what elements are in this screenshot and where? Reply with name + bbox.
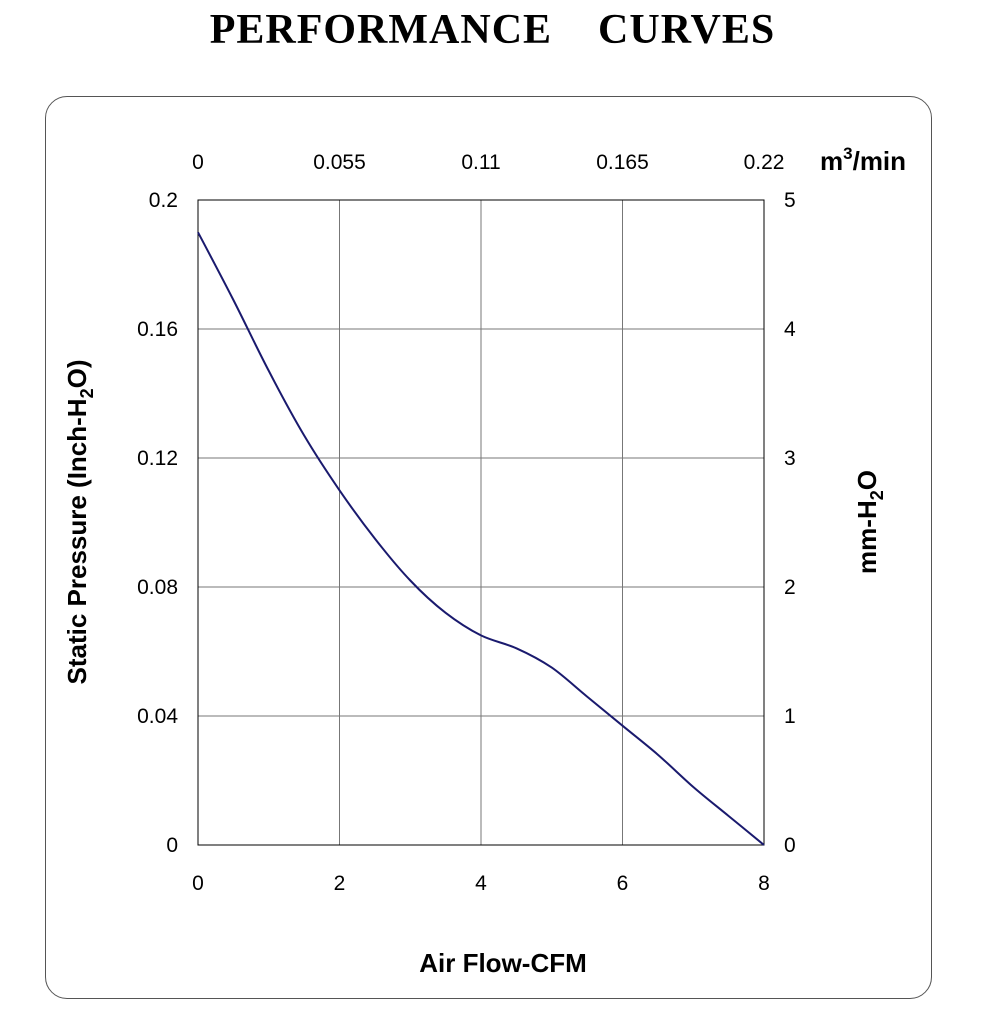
top-x-tick-label: 0.11 bbox=[461, 151, 500, 174]
right-y-tick-label: 2 bbox=[784, 576, 796, 599]
top-axis-unit-label: m3/min bbox=[820, 144, 906, 176]
x-axis-label: Air Flow-CFM bbox=[419, 948, 587, 978]
page-title: PERFORMANCE CURVES bbox=[209, 7, 776, 53]
top-unit-base: m bbox=[820, 146, 843, 176]
pressure-curve bbox=[197, 231, 765, 846]
y-label-part-1: Static Pressure (Inch-H bbox=[62, 398, 92, 684]
y-tick-label: 0.08 bbox=[137, 576, 178, 599]
x-tick-label: 0 bbox=[192, 872, 204, 895]
y-tick-label: 0 bbox=[166, 834, 178, 857]
top-x-tick-label: 0.055 bbox=[313, 151, 366, 174]
x-tick-label: 8 bbox=[758, 872, 770, 895]
y-tick-label: 0.04 bbox=[137, 705, 178, 728]
x-tick-label: 4 bbox=[475, 872, 487, 895]
tick-labels: 0 2 4 6 80 0.055 0.11 0.165 0.2200.040.080.120.1… bbox=[137, 151, 796, 895]
top-x-tick-label: 0 bbox=[192, 151, 204, 174]
top-unit-superscript: 3 bbox=[843, 144, 852, 163]
top-x-tick-label: 0.22 bbox=[744, 151, 785, 174]
right-y-tick-label: 4 bbox=[784, 318, 796, 341]
right-y-label-subscript: 2 bbox=[867, 490, 887, 500]
y-label-part-2: O) bbox=[62, 360, 92, 389]
plot-area bbox=[197, 199, 765, 846]
x-tick-label: 2 bbox=[334, 872, 346, 895]
chart-frame bbox=[45, 96, 932, 999]
grid-lines bbox=[198, 200, 764, 845]
y-tick-label: 0.2 bbox=[149, 189, 178, 212]
right-y-tick-label: 1 bbox=[784, 705, 796, 728]
top-unit-rest: /min bbox=[853, 146, 906, 176]
right-y-tick-label: 5 bbox=[784, 189, 796, 212]
right-y-label-part-1: mm-H bbox=[852, 500, 882, 574]
right-y-tick-label: 0 bbox=[784, 834, 796, 857]
right-y-axis-label: mm-H2O bbox=[852, 470, 887, 574]
y-tick-label: 0.16 bbox=[137, 318, 178, 341]
y-axis-label: Static Pressure (Inch-H2O) bbox=[62, 360, 97, 685]
right-y-label-part-2: O bbox=[852, 470, 882, 490]
top-x-tick-label: 0.165 bbox=[596, 151, 649, 174]
y-tick-label: 0.12 bbox=[137, 447, 178, 470]
right-y-tick-label: 3 bbox=[784, 447, 796, 470]
y-label-subscript: 2 bbox=[77, 388, 97, 398]
x-tick-label: 6 bbox=[617, 872, 629, 895]
